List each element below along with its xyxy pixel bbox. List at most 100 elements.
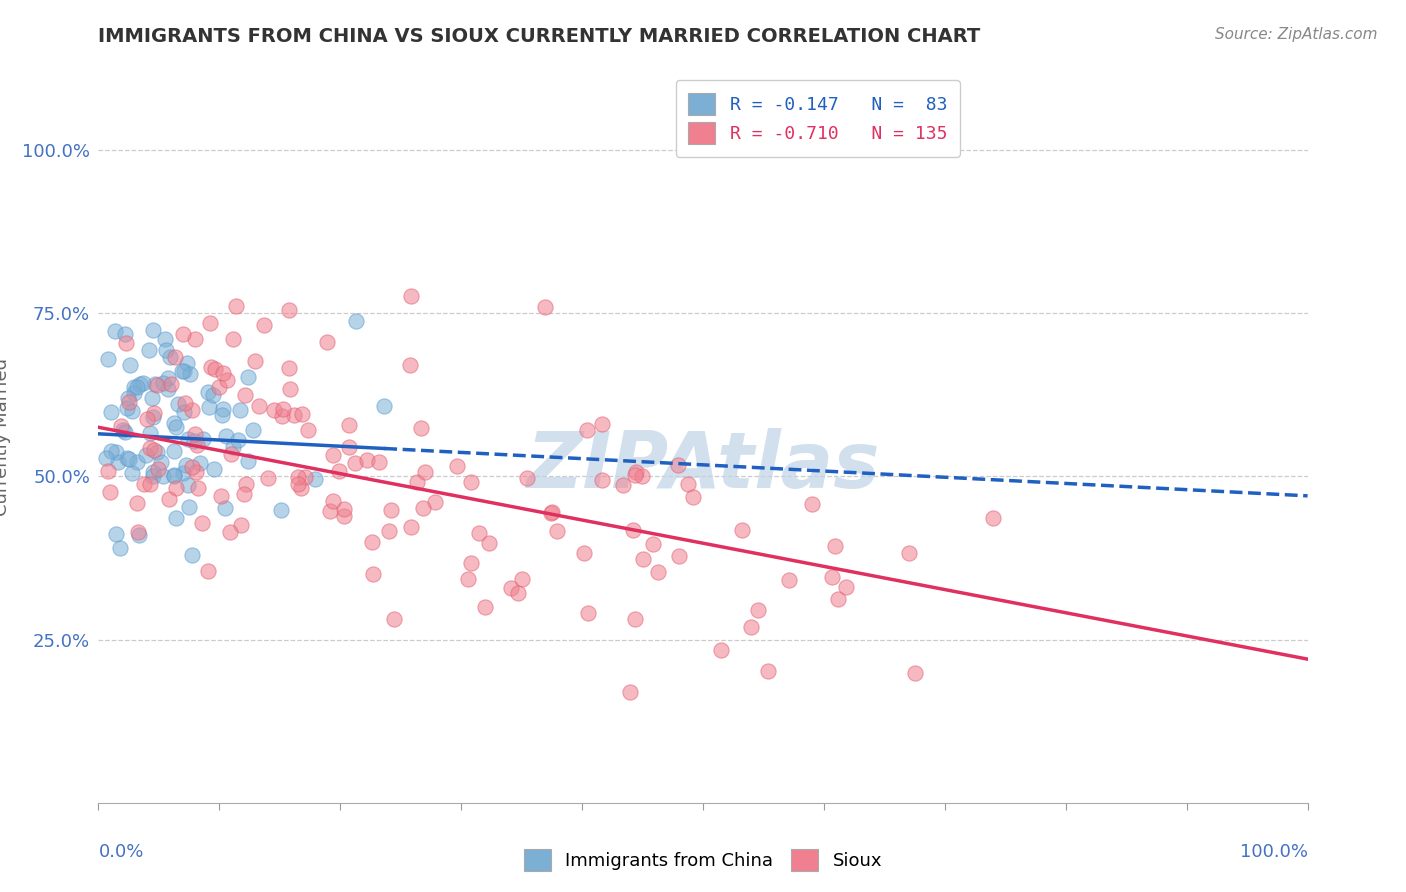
Point (114, 327, 136, 342)
Point (621, 523, 644, 537)
Point (165, 481, 187, 495)
Point (108, 541, 131, 555)
Point (104, 445, 127, 459)
Point (141, 392, 163, 406)
Point (181, 548, 204, 562)
Point (278, 382, 301, 396)
Text: ZIPAtlas: ZIPAtlas (526, 428, 880, 504)
Point (226, 434, 249, 448)
Point (287, 477, 309, 491)
Point (457, 572, 479, 586)
Point (97, 351, 120, 366)
Point (197, 565, 219, 579)
Point (219, 524, 242, 539)
Point (143, 376, 166, 391)
Point (177, 500, 200, 515)
Point (575, 423, 598, 437)
Point (337, 417, 360, 432)
Point (214, 501, 236, 516)
Point (122, 385, 145, 400)
Point (779, 573, 801, 587)
Point (835, 580, 858, 594)
Point (132, 476, 155, 491)
Point (631, 469, 654, 483)
Point (163, 350, 186, 364)
Point (211, 408, 233, 422)
Point (204, 362, 226, 376)
Point (136, 412, 159, 426)
Point (612, 478, 634, 492)
Point (163, 444, 186, 458)
Point (125, 454, 148, 468)
Point (150, 455, 173, 469)
Text: 100.0%: 100.0% (1240, 843, 1308, 861)
Point (624, 466, 647, 480)
Point (160, 376, 183, 391)
Point (399, 358, 422, 372)
Point (356, 453, 378, 467)
Point (97, 464, 120, 478)
Point (127, 496, 149, 510)
Point (328, 464, 350, 478)
Point (176, 356, 198, 370)
Point (112, 423, 135, 437)
Point (121, 466, 143, 480)
Point (730, 523, 752, 537)
Point (821, 570, 844, 584)
Point (405, 475, 427, 489)
Point (678, 476, 700, 491)
Point (153, 332, 176, 346)
Point (631, 552, 654, 566)
Point (187, 481, 209, 495)
Point (131, 376, 153, 391)
Point (170, 364, 193, 378)
Point (380, 502, 402, 516)
Point (460, 475, 482, 489)
Point (361, 567, 384, 582)
Point (184, 427, 207, 442)
Point (318, 504, 340, 518)
Point (322, 494, 344, 508)
Point (198, 316, 221, 330)
Point (367, 455, 389, 469)
Point (827, 591, 849, 606)
Point (294, 470, 316, 484)
Point (115, 401, 138, 415)
Point (142, 409, 165, 424)
Point (236, 370, 259, 384)
Text: IMMIGRANTS FROM CHINA VS SIOUX CURRENTLY MARRIED CORRELATION CHART: IMMIGRANTS FROM CHINA VS SIOUX CURRENTLY… (98, 27, 980, 45)
Point (474, 600, 496, 615)
Point (173, 405, 195, 419)
Point (142, 465, 165, 479)
Legend: Immigrants from China, Sioux: Immigrants from China, Sioux (516, 842, 890, 879)
Point (710, 643, 733, 657)
Point (666, 458, 689, 472)
Point (215, 429, 238, 443)
Point (155, 343, 177, 357)
Point (139, 425, 162, 440)
Point (117, 450, 139, 465)
Point (172, 466, 194, 480)
Point (186, 438, 208, 452)
Point (114, 425, 136, 440)
Text: 0.0%: 0.0% (98, 843, 143, 861)
Point (100, 444, 122, 458)
Point (546, 524, 568, 538)
Point (98, 484, 121, 499)
Point (212, 366, 235, 380)
Point (127, 524, 149, 539)
Point (412, 501, 434, 516)
Point (647, 565, 669, 579)
Point (756, 664, 779, 678)
Point (344, 314, 367, 328)
Point (100, 405, 122, 419)
Point (94, 451, 117, 466)
Point (446, 458, 468, 473)
Point (478, 536, 501, 550)
Point (619, 685, 641, 699)
Point (207, 380, 229, 394)
Point (740, 620, 762, 634)
Point (115, 335, 138, 350)
Point (145, 445, 167, 459)
Point (413, 466, 436, 480)
